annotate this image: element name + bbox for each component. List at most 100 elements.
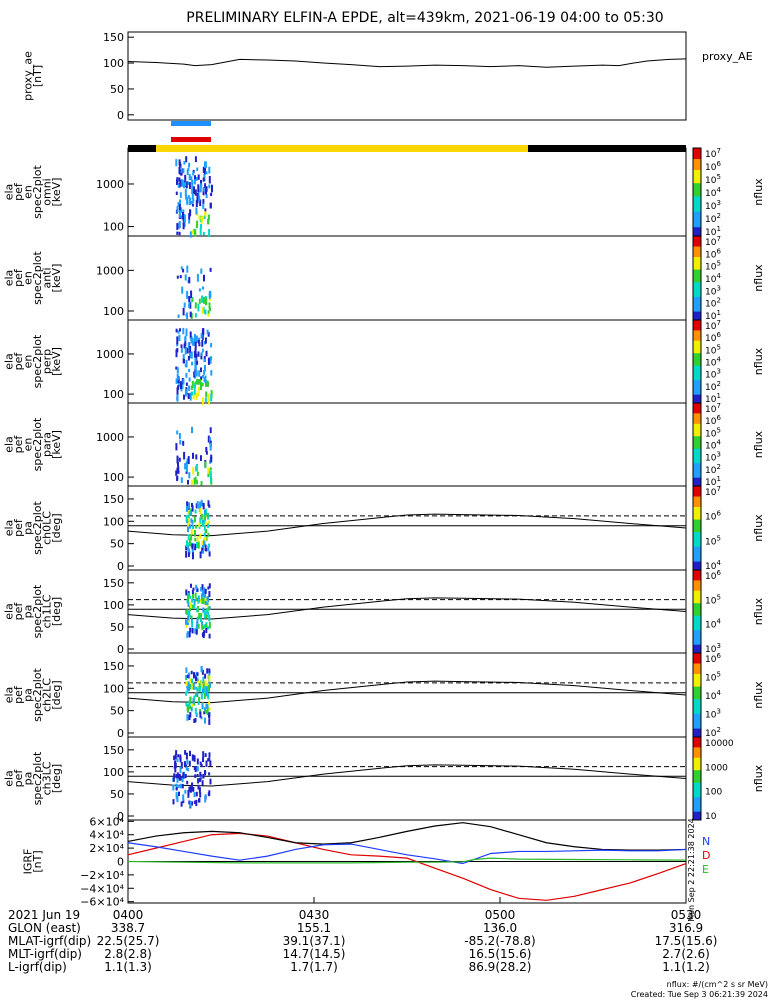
- colorbar-seg-4-38: [693, 481, 701, 485]
- spec-pixel-2-54: [188, 276, 191, 284]
- ytick-1-0: 1000: [96, 178, 124, 191]
- pa-pixel-5-34: [189, 541, 192, 547]
- spec-pixel-3-85: [187, 356, 190, 361]
- pa-pixel-7-76: [186, 705, 189, 711]
- pa-pixel-5-7: [192, 525, 194, 529]
- ylabel-6-2: pa: [21, 605, 34, 619]
- spec-pixel-2-40: [182, 307, 185, 316]
- spec-pixel-1-100: [204, 211, 207, 216]
- spec-pixel-3-82: [176, 387, 179, 395]
- spec-pixel-4-22: [200, 455, 202, 461]
- colorbar-seg-7-11: [693, 676, 701, 679]
- ylabel-8-5: [deg]: [50, 764, 63, 793]
- spec-pixel-1-77: [208, 229, 211, 237]
- ytick-5-2: 50: [110, 538, 124, 551]
- pa-pixel-7-5: [205, 691, 208, 697]
- spec-pixel-4-31: [190, 479, 193, 485]
- spec-pixel-1-117: [178, 169, 181, 173]
- ytick-5-3: 0: [117, 560, 124, 573]
- colorbar-seg-5-36: [693, 561, 701, 565]
- colorbar-seg-4-29: [693, 463, 701, 466]
- colorbar-seg-4-8: [693, 419, 701, 423]
- pa-pixel-5-74: [190, 528, 193, 535]
- spec-pixel-3-67: [195, 370, 198, 377]
- spec-pixel-3-134: [175, 366, 178, 370]
- spec-pixel-1-88: [199, 186, 202, 193]
- colorbar-seg-4-19: [693, 442, 701, 445]
- colorbar-seg-8-6: [693, 749, 701, 753]
- pa-pixel-6-100: [206, 608, 209, 614]
- spec-pixel-3-56: [191, 341, 194, 346]
- colorbar-seg-6-3: [693, 576, 701, 579]
- pa-pixel-7-96: [192, 683, 195, 690]
- colorbar-seg-4-33: [693, 471, 701, 475]
- pa-pixel-5-77: [199, 501, 202, 509]
- ylabel-3-4: perp: [40, 349, 53, 374]
- spec-pixel-3-117: [185, 373, 188, 378]
- colorbar-seg-7-22: [693, 699, 701, 702]
- pa-pixel-8-73: [174, 762, 177, 769]
- colorbar-seg-1-16: [693, 183, 701, 186]
- colorbar-seg-5-15: [693, 517, 701, 521]
- spec-pixel-2-46: [189, 311, 192, 318]
- colorbar-seg-8-23: [693, 784, 701, 788]
- colorbar-seg-2-29: [693, 296, 701, 300]
- ylabel-6-4: ch1LC: [40, 594, 53, 628]
- ylabel-5-2: pa: [21, 521, 34, 535]
- spec-pixel-3-29: [189, 331, 192, 339]
- pa-pixel-8-47: [209, 760, 212, 767]
- cbar-label-2: nflux: [752, 264, 765, 292]
- spec-pixel-3-120: [189, 345, 192, 353]
- xtick-1: 0430: [299, 908, 330, 922]
- ytick-7-1: 100: [103, 682, 124, 695]
- spec-pixel-1-134: [176, 223, 179, 230]
- footer-value-2-0: 2.8(2.8): [104, 947, 152, 961]
- spec-pixel-3-112: [194, 334, 196, 342]
- pa-pixel-5-106: [206, 513, 209, 518]
- cbar-tick-4-6: 101: [705, 475, 721, 488]
- pa-pixel-6-104: [187, 595, 189, 602]
- ylabel-3-3: spec2plot: [31, 334, 44, 388]
- pa-pixel-6-81: [208, 633, 211, 639]
- spec-pixel-3-119: [184, 363, 187, 368]
- spec-pixel-4-40: [175, 470, 178, 476]
- pa-pixel-5-93: [207, 500, 210, 507]
- pa-pixel-5-59: [192, 552, 194, 560]
- colorbar-seg-1-26: [693, 205, 701, 208]
- colorbar-seg-8-22: [693, 782, 701, 786]
- colorbar-seg-3-11: [693, 342, 701, 346]
- cbar-tick-3-2: 105: [705, 343, 721, 356]
- spec-pixel-1-62: [204, 167, 206, 175]
- spec-pixel-2-24: [180, 266, 183, 270]
- colorbar-seg-3-7: [693, 334, 701, 338]
- ylabel-7-3: spec2plot: [31, 668, 44, 722]
- colorbar-seg-2-19: [693, 275, 701, 279]
- pa-pixel-5-90: [187, 550, 190, 557]
- pa-pixel-5-33: [199, 517, 202, 524]
- spec-pixel-2-50: [204, 309, 207, 315]
- colorbar-seg-4-26: [693, 456, 701, 460]
- colorbar-seg-1-12: [693, 174, 701, 178]
- ytick-9-1: 4×10⁴: [89, 829, 124, 842]
- colorbar-seg-3-16: [693, 353, 701, 356]
- spec-pixel-3-92: [182, 354, 185, 361]
- pa-pixel-8-15: [192, 787, 195, 792]
- colorbar-seg-3-4: [693, 328, 701, 331]
- spec-pixel-1-9: [194, 229, 197, 237]
- spec-pixel-3-60: [200, 367, 202, 373]
- pa-pixel-8-38: [185, 766, 188, 771]
- pa-pixel-8-20: [176, 778, 179, 783]
- cbar-tick-4-3: 104: [705, 439, 721, 452]
- colorbar-seg-5-27: [693, 542, 701, 546]
- pa-pixel-6-32: [207, 611, 210, 617]
- pa-pixel-7-103: [193, 718, 196, 723]
- colorbar-seg-2-11: [693, 259, 701, 262]
- spec-pixel-1-70: [188, 182, 191, 189]
- colorbar-seg-3-33: [693, 388, 701, 392]
- spec-pixel-3-54: [193, 387, 196, 396]
- pa-pixel-6-97: [200, 587, 203, 592]
- pa-pixel-8-19: [202, 757, 204, 763]
- pa-pixel-6-87: [205, 623, 208, 628]
- spec-pixel-3-33: [201, 397, 204, 406]
- pa-pixel-5-37: [200, 499, 203, 507]
